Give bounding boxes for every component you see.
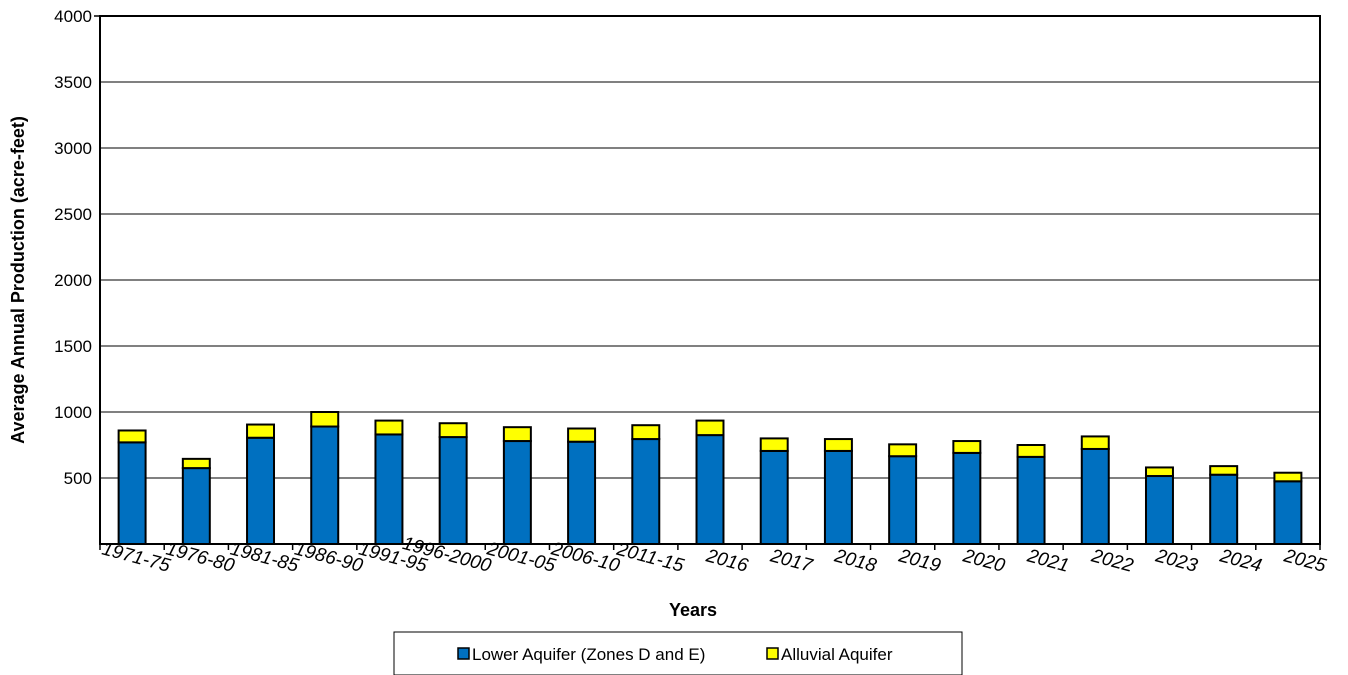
axes [94,15,1321,550]
y-tick-label: 4000 [54,7,92,26]
plot-frame [99,15,1321,545]
bar-lower-aquifer-1976-80 [181,467,211,546]
x-tick-label: 2018 [831,545,879,577]
x-tick-label: 2016 [703,545,751,577]
bar-alluvial-aquifer-1991-95 [374,419,404,436]
bar-lower-aquifer-1996-2000 [438,436,468,545]
bar-alluvial-aquifer-2016 [695,419,725,437]
bar-lower-aquifer-1971-75 [117,441,147,545]
x-tick-label: 2024 [1217,545,1264,576]
gridlines [100,81,1320,479]
legend: Lower Aquifer (Zones D and E) Alluvial A… [393,631,963,675]
legend-swatch-alluvial-aquifer [766,647,779,660]
bar-alluvial-aquifer-2020 [952,440,982,454]
bar-alluvial-aquifer-2025 [1273,471,1303,483]
bar-alluvial-aquifer-1981-85 [246,423,276,439]
y-tick-label: 500 [64,469,92,488]
legend-swatch-lower-aquifer [457,647,470,660]
x-tick-label: 2021 [1024,545,1071,576]
x-tick-label: 2025 [1281,545,1329,577]
legend-box [393,631,963,675]
y-tick-labels: 500 1000 1500 2000 2500 3000 3500 4000 [54,7,92,488]
y-axis-title: Average Annual Production (acre-feet) [8,116,28,444]
legend-label-alluvial-aquifer: Alluvial Aquifer [781,645,893,664]
bar-alluvial-aquifer-2023 [1144,466,1174,478]
bar-lower-aquifer-2011-15 [631,438,661,545]
bar-lower-aquifer-2021 [1016,455,1046,546]
bar-lower-aquifer-2018 [823,449,853,545]
bar-alluvial-aquifer-1971-75 [117,429,147,444]
x-axis-title: Years [669,600,717,620]
bar-alluvial-aquifer-2018 [823,438,853,452]
bar-lower-aquifer-2006-10 [567,440,597,546]
bar-alluvial-aquifer-2011-15 [631,424,661,441]
bar-lower-aquifer-2016 [695,434,725,546]
y-tick-label: 3000 [54,139,92,158]
x-tick-label: 2019 [896,545,944,577]
bar-lower-aquifer-2020 [952,451,982,546]
y-tick-label: 1500 [54,337,92,356]
bar-lower-aquifer-2022 [1080,447,1110,545]
y-tick-label: 1000 [54,403,92,422]
bar-lower-aquifer-2024 [1209,473,1239,546]
x-tick-label: 2020 [960,545,1008,577]
legend-label-lower-aquifer: Lower Aquifer (Zones D and E) [472,645,705,664]
bar-alluvial-aquifer-1996-2000 [438,422,468,439]
bar-lower-aquifer-1991-95 [374,433,404,545]
y-tick-label: 3500 [54,73,92,92]
bar-alluvial-aquifer-1976-80 [181,457,211,470]
bar-lower-aquifer-2023 [1144,475,1174,545]
bar-lower-aquifer-2017 [759,449,789,545]
y-tick-label: 2000 [54,271,92,290]
bar-lower-aquifer-2001-05 [502,440,532,546]
bar-alluvial-aquifer-2001-05 [502,426,532,443]
bar-alluvial-aquifer-2022 [1080,435,1110,450]
bar-alluvial-aquifer-1986-90 [310,411,340,428]
bar-lower-aquifer-2019 [888,455,918,545]
bar-alluvial-aquifer-2006-10 [567,427,597,443]
bar-alluvial-aquifer-2021 [1016,444,1046,458]
y-tick-label: 2500 [54,205,92,224]
bar-lower-aquifer-1981-85 [246,436,276,545]
x-tick-label: 2022 [1088,545,1136,577]
bar-alluvial-aquifer-2024 [1209,465,1239,476]
bar-lower-aquifer-1986-90 [310,425,340,545]
bar-alluvial-aquifer-2017 [759,437,789,452]
bar-alluvial-aquifer-2019 [888,443,918,458]
bar-lower-aquifer-2025 [1273,480,1303,545]
x-tick-label: 2017 [767,545,816,577]
x-tick-label: 2023 [1152,545,1200,577]
